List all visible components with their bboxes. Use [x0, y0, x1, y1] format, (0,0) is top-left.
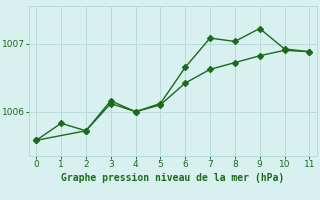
X-axis label: Graphe pression niveau de la mer (hPa): Graphe pression niveau de la mer (hPa) [61, 173, 284, 183]
